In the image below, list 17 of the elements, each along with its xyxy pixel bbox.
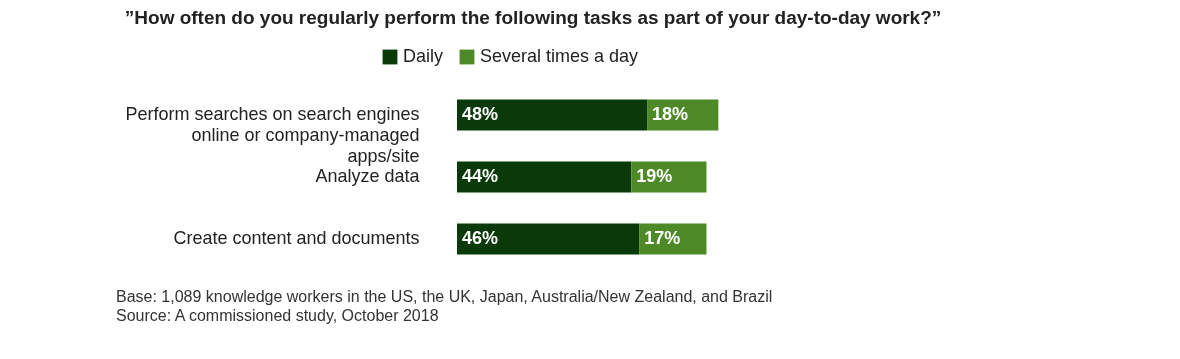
text: Base: 1,089 knowledge workers in the US, the UK, Japan, Australia/New Zealand, and Brazil bbox=[116, 287, 773, 306]
bar bbox=[457, 161, 632, 193]
legend-label: Several times a day bbox=[480, 46, 638, 66]
y-tick-label: Perform searches on search engines online or company-managed apps/site bbox=[125, 104, 420, 166]
data-label: 46% bbox=[462, 228, 498, 248]
data-label: 19% bbox=[636, 166, 673, 186]
data-label: 48% bbox=[462, 104, 498, 124]
source-note: Source: A commissioned study, October 2018 bbox=[116, 306, 440, 325]
y-tick-label: Create content and documents bbox=[173, 228, 420, 248]
bar bbox=[457, 223, 640, 255]
y-tick-label: Analyze data bbox=[315, 166, 420, 186]
chart-title: ”How often do you regularly perform the following tasks as part of your day-to-day work?” bbox=[124, 7, 942, 28]
legend-label: Daily bbox=[403, 46, 443, 66]
bar bbox=[457, 99, 648, 131]
data-label: 18% bbox=[652, 104, 689, 124]
data-label: 17% bbox=[644, 228, 681, 248]
data-label: 44% bbox=[462, 166, 498, 186]
